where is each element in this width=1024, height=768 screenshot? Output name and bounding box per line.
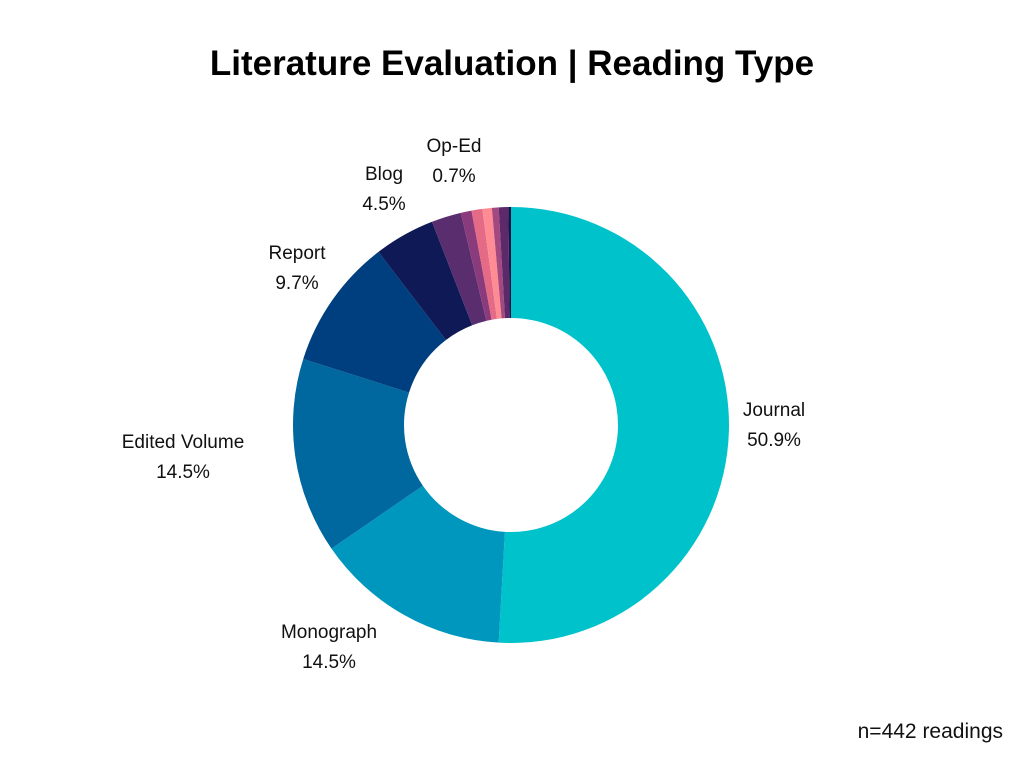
slice-op-ed — [498, 207, 510, 319]
donut-slices — [293, 207, 730, 643]
slice-other-7 — [471, 208, 497, 320]
slice-other-6 — [460, 210, 492, 321]
slice-report — [303, 251, 446, 393]
slice-value-label: 14.5% — [302, 652, 356, 673]
slice-journal — [498, 207, 730, 643]
slice-monograph — [331, 485, 505, 643]
sample-size-note: n=442 readings — [857, 720, 1003, 743]
slice-label: Journal — [743, 400, 805, 421]
slice-label: Monograph — [281, 622, 377, 643]
slice-label: Edited Volume — [122, 432, 245, 453]
slice-label: Op-Ed — [427, 136, 482, 157]
slice-value-label: 4.5% — [362, 194, 405, 215]
slice-value-label: 50.9% — [747, 430, 801, 451]
slice-label: Report — [268, 243, 326, 264]
slice-other-5 — [432, 212, 487, 326]
slice-value-label: 9.7% — [275, 273, 318, 294]
slice-value-label: 14.5% — [156, 462, 210, 483]
slice-edited-volume — [293, 358, 423, 549]
chart-title: Literature Evaluation | Reading Type — [209, 44, 815, 83]
slice-value-label: 0.7% — [432, 166, 475, 187]
slice-label: Blog — [365, 164, 403, 185]
slice-blog — [378, 221, 473, 341]
slice-other-8 — [482, 207, 502, 319]
slice-other-9 — [491, 207, 505, 319]
slice-other-11 — [508, 207, 511, 319]
slice-labels: Journal 50.9% Monograph 14.5% Edited Volume 1… — [122, 136, 805, 673]
